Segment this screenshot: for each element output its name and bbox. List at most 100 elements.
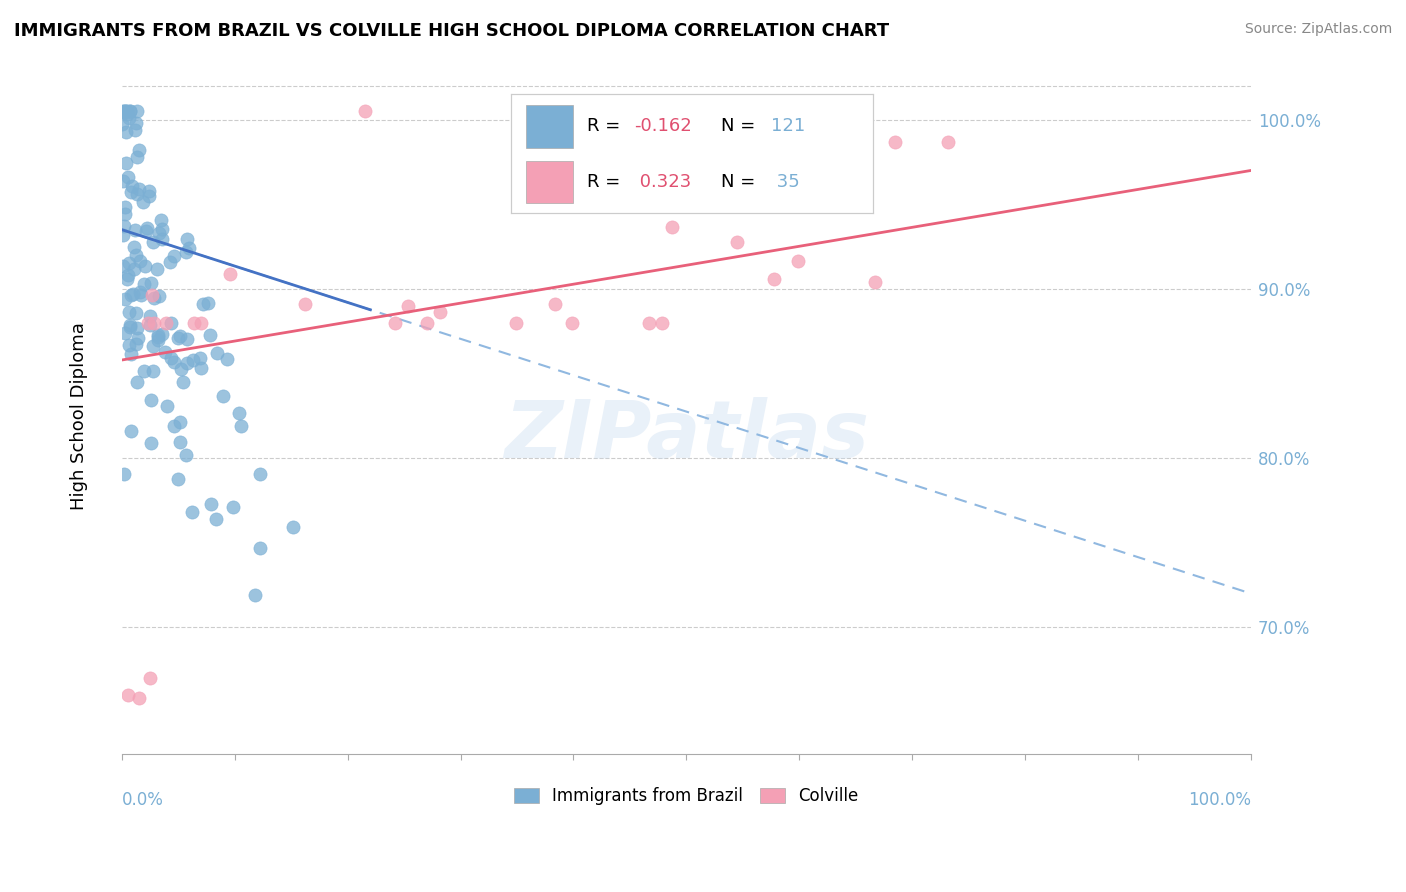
Point [176,232,198,246]
Point [139,318,162,332]
Point [167,472,190,486]
Point [174,244,197,259]
Point [176,356,198,370]
Point [122,240,145,254]
Point [396,300,419,314]
Point [150,326,173,341]
Point [112,104,135,119]
Point [112,259,135,273]
Point [118,318,141,332]
Point [162,249,184,263]
Point [125,187,148,202]
Point [136,221,159,235]
Text: 100.0%: 100.0% [1188,791,1251,809]
Point [115,107,138,121]
Point [146,262,169,277]
Point [139,671,162,685]
Point [132,195,155,210]
Point [124,337,146,351]
Point [112,219,135,234]
Point [128,182,150,196]
Point [197,295,219,310]
Point [148,226,170,240]
Point [725,235,748,250]
Point [141,436,163,450]
Point [211,389,233,403]
Point [155,316,177,330]
Point [651,316,673,330]
Point [191,297,214,311]
Point [111,228,134,243]
Point [243,588,266,602]
Point [190,316,212,330]
Point [125,116,148,130]
Point [228,407,250,421]
Point [568,104,591,119]
Point [131,288,153,302]
Point [661,219,683,234]
Point [115,104,138,119]
Point [249,467,271,481]
Point [120,287,142,301]
Point [124,261,146,276]
Point [117,170,139,185]
Point [166,331,188,345]
Point [112,467,135,481]
Point [807,104,830,119]
Point [146,328,169,343]
Point [138,184,160,198]
Point [429,305,451,319]
Point [169,329,191,343]
Point [190,360,212,375]
Point [183,316,205,330]
Point [704,152,727,166]
Point [222,500,245,514]
Point [762,272,785,286]
Text: IMMIGRANTS FROM BRAZIL VS COLVILLE HIGH SCHOOL DIPLOMA CORRELATION CHART: IMMIGRANTS FROM BRAZIL VS COLVILLE HIGH … [14,22,889,40]
Point [170,361,193,376]
Point [169,434,191,449]
Point [416,316,439,330]
Point [561,316,583,330]
Point [177,241,200,255]
Point [124,122,146,136]
Point [118,104,141,119]
Point [117,256,139,270]
Point [127,321,149,335]
Point [128,143,150,157]
Point [129,254,152,268]
Point [143,291,166,305]
Point [134,259,156,273]
Point [218,267,240,281]
Point [229,419,252,434]
Point [120,424,142,438]
Point [600,104,623,119]
Point [205,346,228,360]
Point [198,328,221,343]
Point [180,505,202,519]
Point [610,124,633,138]
Point [548,104,571,119]
Point [135,224,157,238]
Point [150,222,173,236]
Point [936,135,959,149]
Point [114,200,136,214]
Point [553,161,575,176]
Text: Source: ZipAtlas.com: Source: ZipAtlas.com [1244,22,1392,37]
Point [153,344,176,359]
Point [112,104,135,119]
Point [172,375,194,389]
Point [134,364,156,378]
Point [142,316,165,330]
Point [146,329,169,343]
Point [111,117,134,131]
Point [114,125,136,139]
Point [283,520,305,534]
Point [114,104,136,119]
Point [159,351,181,365]
Point [118,338,141,352]
Point [181,353,204,368]
Point [124,306,146,320]
Point [163,355,186,369]
Point [132,277,155,291]
